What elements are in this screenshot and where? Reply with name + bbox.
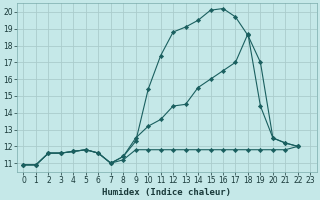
X-axis label: Humidex (Indice chaleur): Humidex (Indice chaleur) [102, 188, 231, 197]
